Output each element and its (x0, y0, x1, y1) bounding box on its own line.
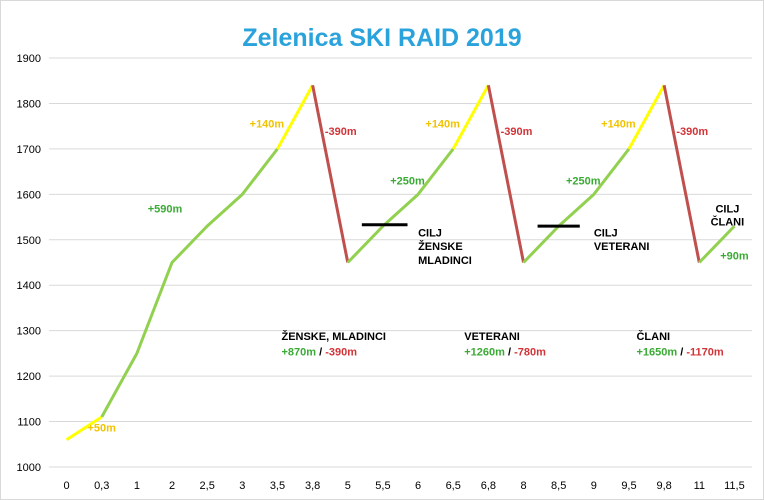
annotation-label: ŽENSKE (418, 240, 463, 253)
x-tick-label: 9,5 (621, 480, 636, 492)
x-tick-label: 9,8 (656, 480, 671, 492)
x-tick-label: 2,5 (200, 480, 215, 492)
summary-loss: -1170m (686, 347, 724, 359)
annotation-label: CILJ (594, 228, 618, 240)
x-tick-label: 6 (415, 480, 421, 492)
x-tick-label: 6,8 (481, 480, 496, 492)
summary-separator: / (316, 347, 325, 359)
summary-values: +1260m / -780m (464, 347, 546, 359)
line-segment-red (486, 84, 525, 263)
y-tick-label: 1900 (17, 53, 41, 65)
x-tick-label: 0 (64, 480, 70, 492)
annotation-label: CILJ (715, 203, 739, 215)
x-tick-label: 11,5 (724, 480, 745, 492)
y-tick-label: 1500 (17, 235, 41, 247)
x-tick-label: 8,5 (551, 480, 566, 492)
chart-title: Zelenica SKI RAID 2019 (242, 24, 521, 52)
x-tick-label: 5,5 (375, 480, 390, 492)
summary-separator: / (505, 347, 514, 359)
summary-loss: -780m (514, 347, 546, 359)
x-tick-label: 3,8 (305, 480, 320, 492)
y-tick-label: 1200 (17, 371, 41, 383)
annotation-label: MLADINCI (418, 255, 472, 267)
x-tick-label: 11 (694, 480, 705, 492)
line-segment-yellow (451, 84, 490, 150)
annotation-label: -390m (501, 126, 533, 138)
annotation-label: +140m (601, 118, 636, 130)
summary-label: ČLANI (636, 330, 670, 343)
summary-gain: +1260m (464, 347, 505, 359)
line-segment-yellow (627, 84, 666, 150)
x-tick-label: 1 (134, 480, 140, 492)
x-tick-label: 5 (345, 480, 351, 492)
annotation-label: +250m (390, 176, 425, 188)
annotation-label: VETERANI (594, 241, 650, 253)
x-tick-label: 3,5 (270, 480, 285, 492)
y-tick-label: 1100 (17, 417, 41, 429)
annotation-label: +90m (720, 251, 749, 263)
summary-gain: +870m (281, 347, 316, 359)
y-tick-label: 1800 (17, 98, 41, 110)
annotation-label: +50m (87, 422, 116, 434)
summary-label: VETERANI (464, 331, 520, 343)
summary-label: ŽENSKE, MLADINCI (281, 330, 386, 343)
annotation-label: +250m (566, 176, 601, 188)
y-tick-label: 1000 (17, 462, 41, 474)
annotation-label: -390m (676, 126, 708, 138)
annotation-label: +140m (425, 118, 460, 130)
line-segment-red (662, 84, 701, 263)
line-segment-green (522, 147, 631, 264)
line-segment-green (100, 147, 279, 418)
summary-values: +1650m / -1170m (636, 347, 723, 359)
x-tick-label: 0,3 (94, 480, 109, 492)
x-tick-label: 8 (520, 480, 526, 492)
x-tick-label: 6,5 (446, 480, 461, 492)
line-segment-green (698, 225, 736, 264)
y-tick-label: 1600 (17, 189, 41, 201)
annotation-label: +140m (250, 118, 285, 130)
line-segment-green (346, 147, 455, 264)
x-tick-label: 3 (239, 480, 245, 492)
annotation-label: CILJ (418, 228, 442, 240)
summary-gain: +1650m (636, 347, 677, 359)
line-segment-yellow (65, 415, 103, 441)
annotation-label: +590m (148, 203, 183, 215)
x-tick-label: 2 (169, 480, 175, 492)
summary-loss: -390m (325, 347, 357, 359)
y-tick-label: 1700 (17, 144, 41, 156)
line-segment-red (311, 84, 350, 263)
y-tick-label: 1300 (17, 326, 41, 338)
summary-separator: / (677, 347, 686, 359)
y-tick-label: 1400 (17, 280, 41, 292)
line-segment-yellow (276, 84, 314, 150)
x-tick-label: 9 (591, 480, 597, 492)
summary-values: +870m / -390m (281, 347, 357, 359)
annotation-label: -390m (325, 126, 357, 138)
annotation-label: ČLANI (711, 216, 745, 229)
